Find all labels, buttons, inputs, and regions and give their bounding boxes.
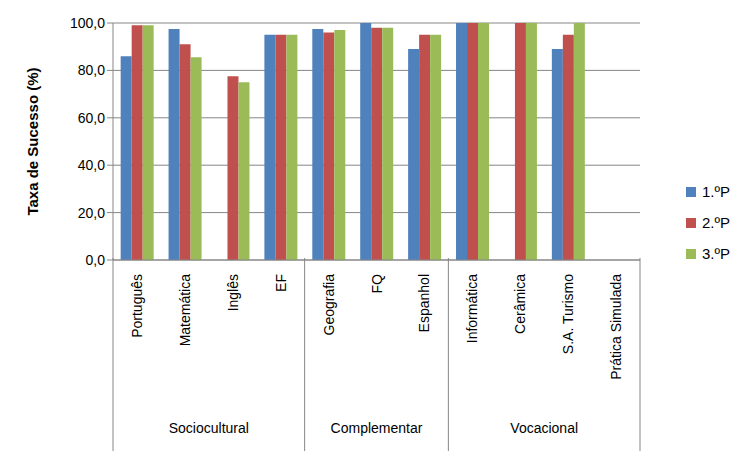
html-text:1.ºP: 1.ºP xyxy=(702,183,730,200)
svg-text:Taxa de Sucesso (%): Taxa de Sucesso (%) xyxy=(24,67,41,215)
svg-text:100,0: 100,0 xyxy=(70,15,105,31)
svg-text:Complementar: Complementar xyxy=(331,420,423,436)
svg-text:EF: EF xyxy=(273,274,289,292)
svg-text:Geografia: Geografia xyxy=(321,274,337,336)
svg-text:Espanhol: Espanhol xyxy=(416,274,432,332)
svg-text:Vocacional: Vocacional xyxy=(510,420,578,436)
html-text:2.ºP: 2.ºP xyxy=(702,214,730,231)
svg-text:80,0: 80,0 xyxy=(78,62,105,78)
html-text:3.ºP: 3.ºP xyxy=(702,245,730,262)
svg-text:40,0: 40,0 xyxy=(78,157,105,173)
svg-text:Português: Português xyxy=(129,274,145,338)
svg-text:60,0: 60,0 xyxy=(78,110,105,126)
svg-text:Matemática: Matemática xyxy=(177,274,193,347)
svg-text:S.A. Turismo: S.A. Turismo xyxy=(560,274,576,354)
svg-text:Cerâmica: Cerâmica xyxy=(512,274,528,334)
svg-text:FQ: FQ xyxy=(369,274,385,294)
svg-text:0,0: 0,0 xyxy=(86,252,106,268)
svg-text:Inglês: Inglês xyxy=(225,274,241,311)
svg-text:Sociocultural: Sociocultural xyxy=(169,420,249,436)
svg-text:Informática: Informática xyxy=(464,274,480,343)
svg-text:20,0: 20,0 xyxy=(78,205,105,221)
svg-text:Prática Simulada: Prática Simulada xyxy=(608,274,624,380)
